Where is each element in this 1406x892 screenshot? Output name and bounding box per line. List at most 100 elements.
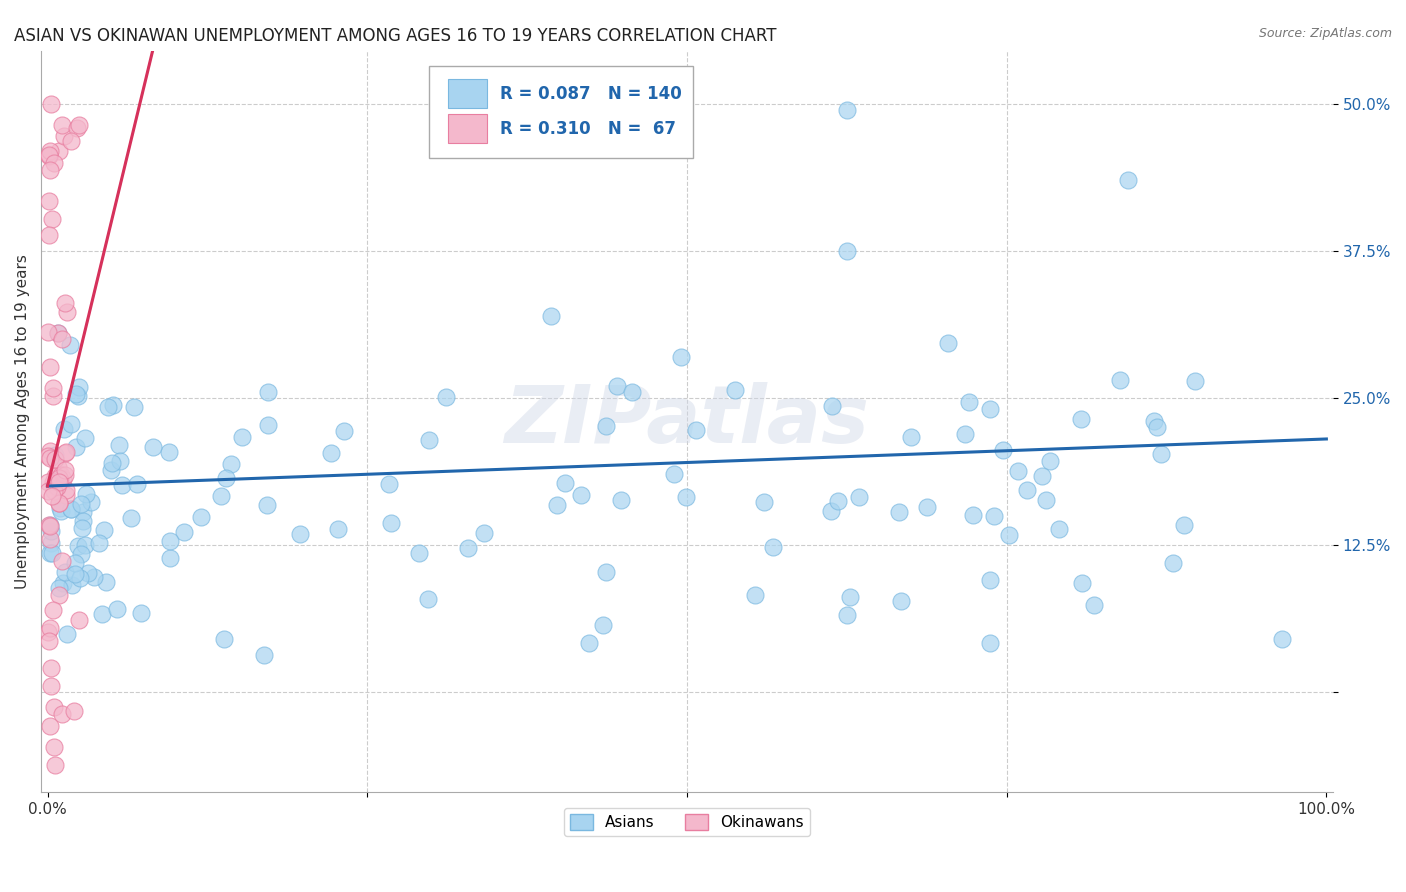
Point xyxy=(39,451,62,466)
Point xyxy=(37,325,59,339)
Point xyxy=(53,296,76,310)
Point xyxy=(962,508,984,522)
Point xyxy=(59,502,82,516)
Point xyxy=(1071,575,1094,590)
Point xyxy=(606,378,628,392)
Point xyxy=(70,497,93,511)
Point xyxy=(319,446,342,460)
Point xyxy=(39,524,62,538)
Point xyxy=(48,475,70,489)
Point xyxy=(890,594,912,608)
Text: R = 0.310   N =  67: R = 0.310 N = 67 xyxy=(499,120,676,137)
Point xyxy=(821,399,844,413)
Point xyxy=(83,570,105,584)
Point xyxy=(1031,469,1053,483)
Point xyxy=(55,627,77,641)
Point xyxy=(111,478,134,492)
Point xyxy=(159,550,181,565)
Point xyxy=(52,575,75,590)
Point xyxy=(55,488,77,502)
Point xyxy=(1150,447,1173,461)
Point xyxy=(1039,454,1062,468)
Point xyxy=(44,451,66,466)
Point xyxy=(42,389,65,403)
Point xyxy=(120,511,142,525)
Point xyxy=(122,400,145,414)
Point xyxy=(1035,492,1057,507)
Point xyxy=(100,463,122,477)
Point xyxy=(38,148,60,162)
Point xyxy=(38,194,60,208)
Point xyxy=(979,401,1001,416)
Point xyxy=(41,661,63,675)
Point xyxy=(38,633,60,648)
Point xyxy=(1007,464,1029,478)
Point xyxy=(418,433,440,447)
Point xyxy=(69,614,91,628)
Point xyxy=(75,486,97,500)
Point xyxy=(38,517,60,532)
Point xyxy=(190,510,212,524)
Point xyxy=(540,309,562,323)
Point xyxy=(900,430,922,444)
Point xyxy=(48,471,70,485)
Point xyxy=(835,103,858,117)
Point xyxy=(37,625,59,640)
Point xyxy=(983,508,1005,523)
Point xyxy=(67,539,90,553)
Point xyxy=(595,565,617,579)
Point xyxy=(77,566,100,581)
Point xyxy=(669,350,692,364)
Point xyxy=(51,554,73,568)
Point xyxy=(609,493,631,508)
Point xyxy=(820,504,842,518)
Point xyxy=(63,704,86,718)
Point xyxy=(762,540,785,554)
Point xyxy=(42,603,65,617)
Point xyxy=(48,474,70,488)
Point xyxy=(44,483,66,498)
Point xyxy=(46,460,69,475)
Point xyxy=(256,498,278,512)
Point xyxy=(332,424,354,438)
Point xyxy=(67,389,90,403)
Point xyxy=(214,471,236,485)
Point xyxy=(69,118,91,132)
Point xyxy=(63,556,86,570)
Point xyxy=(38,533,60,547)
Point xyxy=(65,387,87,401)
Point xyxy=(46,326,69,340)
Point xyxy=(209,490,232,504)
Point xyxy=(101,398,124,412)
Point xyxy=(418,591,440,606)
Point xyxy=(39,519,62,533)
Point xyxy=(231,430,253,444)
Point xyxy=(101,456,124,470)
Point xyxy=(1070,412,1092,426)
Point xyxy=(752,495,775,509)
Point xyxy=(66,121,89,136)
Point xyxy=(129,606,152,620)
Point xyxy=(94,574,117,589)
Point xyxy=(887,505,910,519)
Point xyxy=(42,699,65,714)
Point xyxy=(48,496,70,510)
Point xyxy=(1083,598,1105,612)
Point xyxy=(70,521,93,535)
Point xyxy=(1015,483,1038,497)
Point xyxy=(328,522,350,536)
Point xyxy=(554,475,576,490)
Point xyxy=(377,477,399,491)
Point xyxy=(621,385,644,400)
Point xyxy=(41,489,63,503)
Point xyxy=(997,528,1019,542)
Point xyxy=(59,338,82,352)
Point xyxy=(48,588,70,602)
Point xyxy=(408,545,430,559)
Point xyxy=(108,454,131,468)
Point xyxy=(55,483,77,497)
Point xyxy=(46,326,69,340)
Point xyxy=(60,135,83,149)
Text: Source: ZipAtlas.com: Source: ZipAtlas.com xyxy=(1258,27,1392,40)
Point xyxy=(37,475,59,489)
